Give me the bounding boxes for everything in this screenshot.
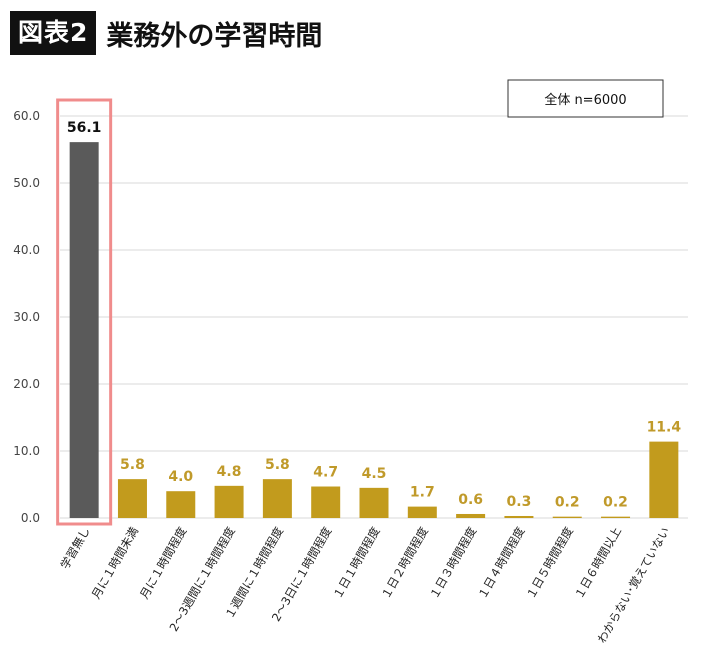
figure-number-badge: 図表2 bbox=[10, 11, 97, 55]
category-label: 月に１時間未満 bbox=[89, 525, 141, 602]
bar-value-label: 0.3 bbox=[507, 494, 532, 510]
bar-value-label: 5.8 bbox=[120, 457, 145, 473]
bar bbox=[359, 487, 389, 518]
bar bbox=[117, 479, 147, 518]
grid-lines bbox=[60, 115, 688, 519]
bar bbox=[552, 516, 582, 518]
bar bbox=[649, 441, 679, 518]
bar-value-label: 4.5 bbox=[362, 466, 387, 482]
y-tick-label: 30.0 bbox=[13, 310, 40, 324]
category-label: １日２時間程度 bbox=[379, 524, 432, 601]
category-label: １日１時間程度 bbox=[330, 524, 383, 601]
bar bbox=[69, 142, 99, 518]
y-tick-label: 10.0 bbox=[13, 444, 40, 458]
bar bbox=[214, 485, 244, 518]
bar-value-label: 56.1 bbox=[67, 120, 102, 136]
y-axis-ticks: 0.0 10.0 20.0 30.0 40.0 50.0 60.0 bbox=[13, 109, 40, 525]
bar-value-label: 0.2 bbox=[603, 495, 628, 511]
bar bbox=[504, 515, 534, 518]
bar bbox=[166, 491, 196, 518]
bar bbox=[601, 516, 631, 518]
bar-value-label: 0.2 bbox=[555, 495, 580, 511]
bar bbox=[407, 506, 437, 518]
y-tick-label: 20.0 bbox=[13, 377, 40, 391]
legend: 全体 n=6000 bbox=[507, 79, 664, 118]
chart-header: 図表2 業務外の学習時間 bbox=[10, 10, 322, 56]
y-tick-label: 50.0 bbox=[13, 176, 40, 190]
category-label: 学習無し bbox=[58, 525, 93, 572]
bar-value-label: 11.4 bbox=[647, 420, 682, 436]
category-label: １日３時間程度 bbox=[427, 524, 480, 601]
bar-value-label: 4.7 bbox=[313, 465, 338, 481]
y-tick-label: 60.0 bbox=[13, 109, 40, 123]
bars: 56.1 5.8 4.0 4.8 5.8 4.7 4.5 1.7 0.6 0.3 0.2 0.2 11.… bbox=[56, 98, 682, 526]
category-labels: 学習無し月に１時間未満月に１時間程度2～3週間に１時間程度１週間に１時間程度2～… bbox=[58, 524, 673, 645]
y-tick-label: 0.0 bbox=[21, 511, 40, 525]
bar-value-label: 1.7 bbox=[410, 485, 435, 501]
figure-title: 業務外の学習時間 bbox=[106, 20, 323, 52]
y-tick-label: 40.0 bbox=[13, 243, 40, 257]
bar bbox=[311, 486, 341, 518]
bar bbox=[456, 513, 486, 518]
bar-value-label: 4.0 bbox=[168, 469, 193, 485]
category-label: １日４時間程度 bbox=[475, 524, 528, 601]
category-label: １日５時間程度 bbox=[523, 524, 576, 601]
highlight-frame bbox=[56, 98, 113, 526]
legend-box bbox=[507, 79, 664, 118]
bar-value-label: 5.8 bbox=[265, 457, 290, 473]
bar-value-label: 4.8 bbox=[217, 464, 242, 480]
category-label: 月に１時間程度 bbox=[137, 524, 190, 601]
category-label: １日６時間以上 bbox=[572, 525, 624, 602]
bar-value-label: 0.6 bbox=[458, 492, 483, 508]
bar bbox=[262, 479, 292, 518]
legend-label: 全体 n=6000 bbox=[544, 92, 626, 108]
